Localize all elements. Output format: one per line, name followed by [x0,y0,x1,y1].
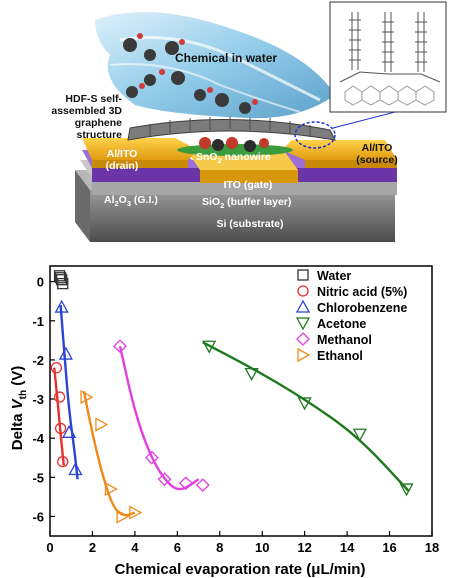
label-source-line1: Al/ITO [362,142,393,154]
chart-axes: 0 2 4 6 8 10 12 14 16 18 0 -1 -2 -3 -4 -5 -6 [32,265,439,555]
delta-vth-chart: 0 2 4 6 8 10 12 14 16 18 0 -1 -2 -3 -4 -5 -6 Water Nitric… [9,265,439,578]
ito-gate-layer [188,152,298,183]
legend-marker [297,347,311,363]
legend-label: Ethanol [317,349,363,363]
data-point [54,422,67,435]
legend-marker [295,299,311,313]
data-point [116,509,130,524]
data-point [399,483,414,497]
y-tick-label: -1 [32,314,44,329]
data-point [157,472,172,487]
x-tick-label: 4 [131,540,139,555]
plot-frame [49,265,433,537]
label-buffer: SiO2 (buffer layer) [202,196,291,210]
chart-fit-lines [53,305,410,517]
fit-line [202,341,410,492]
x-tick-label: 0 [46,540,53,555]
label-substrate: Si (substrate) [216,218,283,230]
data-point [144,450,159,465]
label-hdf-line2: assembled 3D [51,105,122,117]
label-hdf-line3: graphene [75,117,122,129]
data-point [129,505,143,520]
label-drain-line2: (drain) [106,160,139,172]
data-point [56,274,68,286]
data-point [57,277,69,290]
data-point [50,362,63,374]
graphene-structure [127,116,336,141]
x-tick-label: 14 [340,540,355,555]
drain-electrode [82,138,198,168]
x-tick-label: 16 [382,540,396,555]
label-source-line2: (source) [356,154,397,166]
data-point [53,391,66,403]
y-tick-label: 0 [37,275,44,290]
data-point [58,346,74,360]
x-tick-label: 18 [425,540,439,555]
label-hdf-line1: HDF-S self- [65,93,122,105]
data-point [57,456,69,468]
data-point [244,367,259,381]
chart-points [50,270,414,524]
label-drain-line1: Al/ITO [107,148,138,160]
label-gi: Al2O3 (G.I.) [104,194,158,208]
chart-legend: Water Nitric acid (5%) Chlorobenzene Aceton… [295,269,407,363]
fit-line [53,367,65,466]
legend-label: Water [317,269,351,283]
data-point [202,340,217,354]
x-tick-label: 10 [255,540,269,555]
fit-line [118,345,200,491]
legend-marker [296,332,310,346]
label-nanowire: SnO2 nanowire [196,151,271,165]
data-point [104,481,118,497]
nanowire-channel [177,137,293,156]
y-axis-label: Delta Vth (V) [9,366,29,451]
label-chemical: Chemical in water [175,51,277,65]
data-point [297,397,312,411]
fit-line [82,390,136,517]
legend-label: Chlorobenzene [317,301,407,315]
data-point [62,424,77,438]
data-point [54,272,67,284]
source-electrode [282,140,397,168]
data-point [178,476,193,491]
y-tick-label: -5 [32,470,44,485]
data-point [95,417,109,432]
data-point [195,478,210,493]
device-illustration: Chemical in water HDF-S self- assembled … [51,1,447,242]
data-point [80,389,94,405]
x-tick-label: 8 [216,540,223,555]
data-point [54,299,69,313]
legend-label: Nitric acid (5%) [317,285,407,299]
x-axis-label: Chemical evaporation rate (μL/min) [115,561,366,578]
data-point [352,428,367,442]
data-point [68,462,83,476]
y-tick-label: -2 [32,353,44,368]
y-tick-label: -3 [32,392,44,407]
label-gate: ITO (gate) [224,179,273,191]
legend-marker [295,317,311,331]
legend-marker [297,285,309,297]
x-tick-label: 2 [89,540,96,555]
legend-marker [297,269,309,281]
zoom-inset [294,1,447,149]
y-tick-label: -6 [32,509,44,524]
water-splash [95,12,335,119]
fit-line [59,305,79,480]
data-point [113,339,127,354]
label-hdf-line4: structure [76,129,122,141]
data-point [53,270,66,282]
legend-label: Methanol [317,333,372,347]
legend-label: Acetone [317,317,366,331]
y-tick-label: -4 [32,431,44,446]
x-tick-label: 6 [174,540,181,555]
x-tick-label: 12 [297,540,311,555]
